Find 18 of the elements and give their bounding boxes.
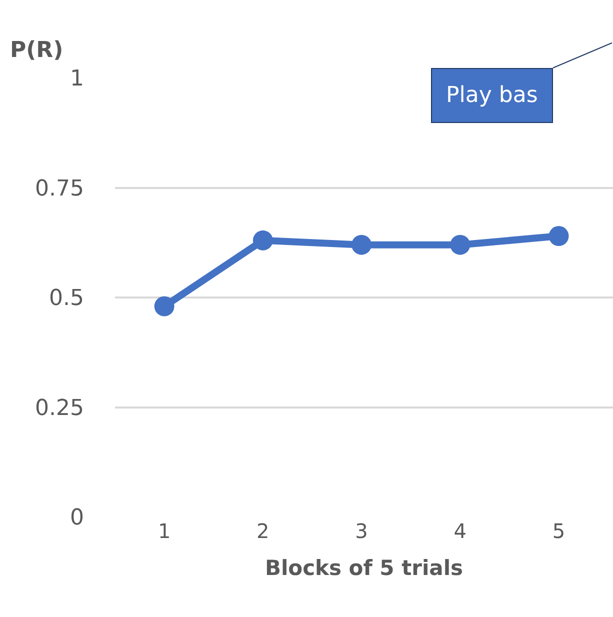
y-tick-label: 0 bbox=[70, 506, 84, 531]
point bbox=[352, 234, 372, 255]
point bbox=[548, 226, 569, 246]
x-tick-label: 3 bbox=[355, 519, 368, 543]
x-tick-label: 4 bbox=[454, 519, 467, 543]
y-tick-label: 0.5 bbox=[49, 286, 84, 312]
point bbox=[252, 230, 273, 250]
y-tick-label: 1 bbox=[70, 66, 84, 92]
point bbox=[450, 234, 470, 255]
y-tick-label: 0.25 bbox=[35, 396, 84, 421]
annotation: Play bas bbox=[446, 83, 538, 108]
y-tick-label: 0.75 bbox=[35, 176, 84, 202]
point bbox=[154, 296, 174, 316]
x-tick-label: 1 bbox=[158, 519, 171, 543]
y-axis-title: P(R) bbox=[10, 38, 64, 63]
x-tick-label: 5 bbox=[552, 519, 566, 543]
x-axis-title: Blocks of 5 trials bbox=[264, 556, 464, 580]
x-tick-label: 2 bbox=[256, 519, 270, 543]
